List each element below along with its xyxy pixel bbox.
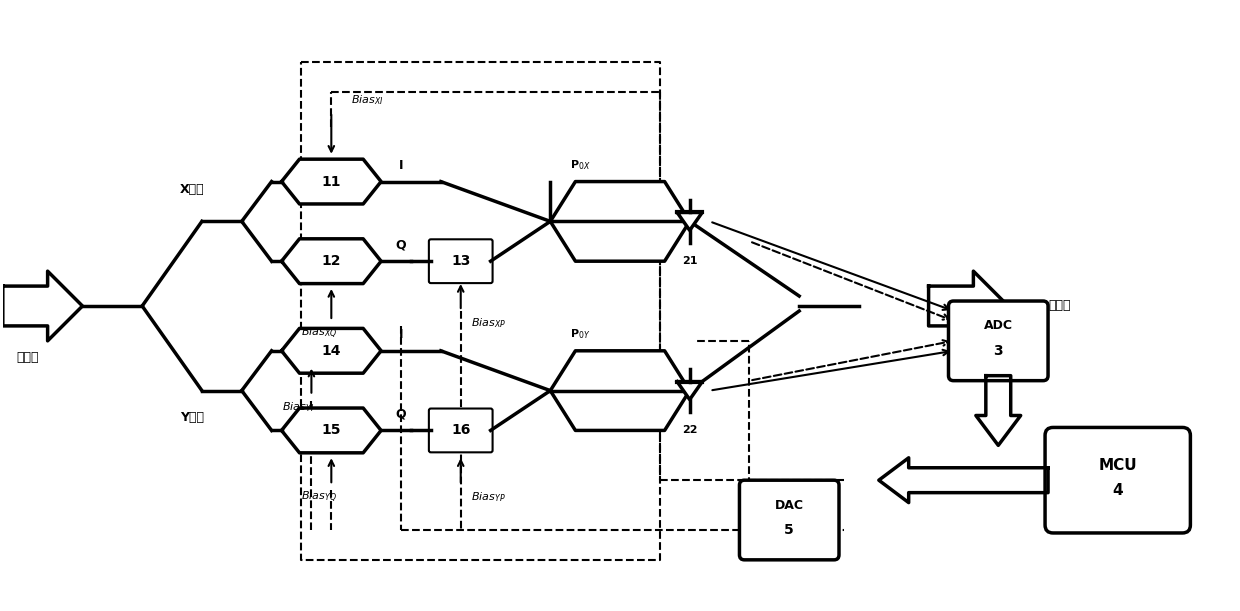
FancyBboxPatch shape bbox=[429, 240, 492, 283]
Text: 12: 12 bbox=[321, 254, 341, 268]
Text: I: I bbox=[399, 328, 403, 341]
Text: 21: 21 bbox=[682, 256, 697, 266]
Text: 4: 4 bbox=[1112, 483, 1123, 497]
Polygon shape bbox=[677, 213, 702, 230]
Text: DAC: DAC bbox=[775, 499, 804, 511]
Text: $Bias_{YI}$: $Bias_{YI}$ bbox=[281, 401, 314, 414]
Polygon shape bbox=[281, 239, 381, 284]
FancyBboxPatch shape bbox=[429, 409, 492, 452]
Text: 13: 13 bbox=[451, 254, 470, 268]
Polygon shape bbox=[281, 408, 381, 453]
Text: ADC: ADC bbox=[983, 320, 1013, 332]
Text: 输出光: 输出光 bbox=[1048, 299, 1070, 312]
Text: 16: 16 bbox=[451, 423, 470, 437]
FancyBboxPatch shape bbox=[949, 301, 1048, 381]
Text: Q: Q bbox=[396, 408, 407, 420]
Text: $Bias_{YQ}$: $Bias_{YQ}$ bbox=[301, 490, 337, 505]
Polygon shape bbox=[551, 351, 689, 430]
Text: $Bias_{XI}$: $Bias_{XI}$ bbox=[351, 93, 384, 107]
Polygon shape bbox=[879, 458, 1048, 503]
FancyBboxPatch shape bbox=[1045, 428, 1190, 533]
Text: P$_{0Y}$: P$_{0Y}$ bbox=[570, 327, 590, 341]
Text: Y偏振: Y偏振 bbox=[180, 411, 203, 423]
Text: 14: 14 bbox=[321, 344, 341, 358]
Polygon shape bbox=[281, 159, 381, 204]
Text: Q: Q bbox=[396, 238, 407, 251]
Polygon shape bbox=[281, 328, 381, 373]
Text: $Bias_{XP}$: $Bias_{XP}$ bbox=[471, 316, 506, 330]
Polygon shape bbox=[976, 376, 1021, 445]
Text: 15: 15 bbox=[321, 423, 341, 437]
Text: X偏振: X偏振 bbox=[180, 183, 205, 197]
Text: 5: 5 bbox=[785, 523, 794, 537]
Text: 3: 3 bbox=[993, 344, 1003, 358]
Polygon shape bbox=[677, 382, 702, 400]
Polygon shape bbox=[929, 271, 1008, 341]
Text: $Bias_{YP}$: $Bias_{YP}$ bbox=[471, 490, 506, 504]
Text: $Bias_{XQ}$: $Bias_{XQ}$ bbox=[301, 326, 339, 341]
Polygon shape bbox=[551, 181, 689, 261]
FancyBboxPatch shape bbox=[739, 480, 839, 560]
Text: 22: 22 bbox=[682, 425, 697, 436]
Text: I: I bbox=[399, 159, 403, 172]
Polygon shape bbox=[2, 271, 82, 341]
Text: 11: 11 bbox=[321, 175, 341, 189]
Text: 入射光: 入射光 bbox=[16, 351, 38, 364]
Text: MCU: MCU bbox=[1099, 458, 1137, 473]
Text: P$_{0X}$: P$_{0X}$ bbox=[570, 158, 591, 172]
